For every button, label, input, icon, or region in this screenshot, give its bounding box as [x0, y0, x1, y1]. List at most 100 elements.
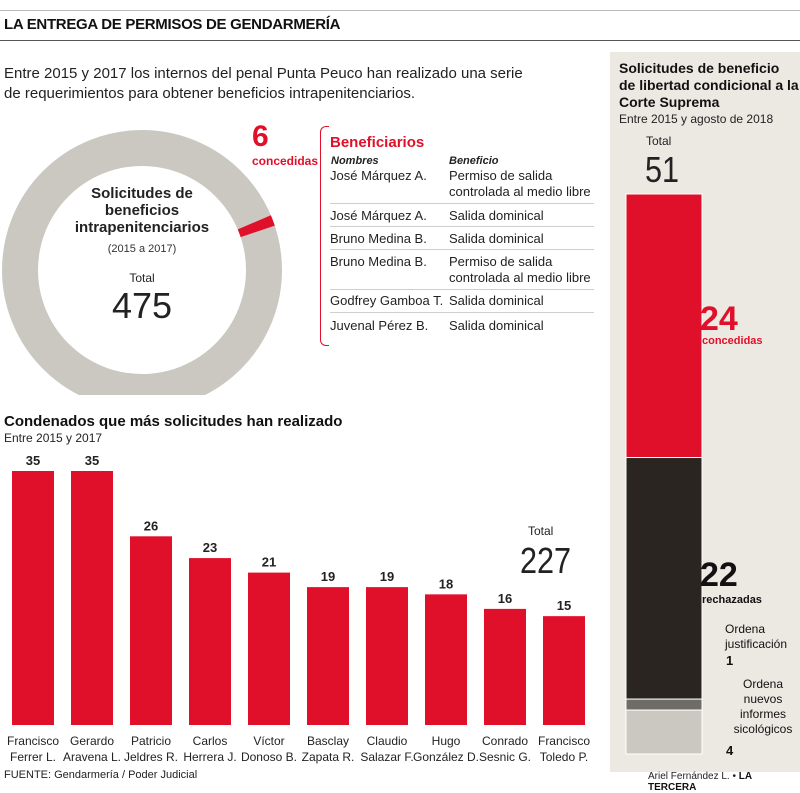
- bar: [130, 536, 172, 725]
- beneficiary-name: Juvenal Pérez B.: [330, 318, 429, 333]
- beneficiary-separator: [330, 289, 594, 290]
- bar-category-label: Aravena L.: [63, 750, 121, 764]
- beneficiaries-bracket: [320, 126, 329, 346]
- bar: [425, 594, 467, 725]
- donut-label-line2: beneficios: [105, 202, 179, 219]
- beneficiary-separator: [330, 249, 594, 250]
- bar: [189, 558, 231, 725]
- bar: [307, 587, 349, 725]
- beneficiary-benefit: Permiso de salida controlada al medio li…: [449, 168, 591, 199]
- beneficiaries-col-benefit: Beneficio: [449, 155, 499, 167]
- bar-category-label: Salazar F.: [360, 750, 413, 764]
- bar-total-label: Total: [528, 524, 554, 538]
- bar-category-label: Víctor: [253, 734, 284, 748]
- bar-value-label: 15: [557, 598, 571, 613]
- bar-value-label: 16: [498, 591, 512, 606]
- bar-chart-subtitle: Entre 2015 y 2017: [4, 431, 103, 445]
- stack-segment: [625, 709, 703, 755]
- bar-value-label: 19: [380, 569, 394, 584]
- donut-granted-label: concedidas: [252, 154, 319, 168]
- bar-category-label: González D.: [413, 750, 479, 764]
- beneficiary-separator: [330, 226, 594, 227]
- donut-label-line3: intrapenitenciarios: [75, 219, 209, 236]
- bar-category-label: Ferrer L.: [10, 750, 56, 764]
- bar-total-value: 227: [520, 540, 580, 582]
- bar-value-label: 21: [262, 555, 276, 570]
- bar-category-label: Francisco: [7, 734, 59, 748]
- bar: [484, 608, 526, 725]
- stack-psych-label: Ordena nuevos informes sicológicos: [733, 677, 793, 736]
- bar-category-label: Basclay: [307, 734, 349, 748]
- credit-author: Ariel Fernández L. •: [648, 771, 736, 782]
- stack-justification-number: 1: [726, 653, 734, 668]
- bar: [543, 616, 585, 725]
- bar-value-label: 23: [203, 540, 217, 555]
- beneficiaries-title: Beneficiarios: [330, 134, 425, 151]
- beneficiary-name: José Márquez A.: [330, 168, 427, 183]
- donut-slice-granted: [237, 215, 275, 238]
- bar-category-label: Hugo: [432, 734, 461, 748]
- bar-category-label: Sesnic G.: [479, 750, 531, 764]
- donut-chart: Solicitudes de beneficios intrapenitenci…: [2, 130, 282, 395]
- beneficiary-name: Bruno Medina B.: [330, 231, 427, 246]
- stack-rejected-label: rechazadas: [702, 594, 762, 606]
- beneficiary-name: José Márquez A.: [330, 208, 427, 223]
- stack-segment: [625, 698, 703, 711]
- bar: [248, 572, 290, 725]
- side-subtitle: Entre 2015 y agosto de 2018: [619, 112, 774, 126]
- stack-segment: [625, 457, 703, 700]
- title-rule: [0, 40, 800, 41]
- beneficiary-name: Godfrey Gamboa T.: [330, 293, 444, 308]
- bar-category-label: Donoso B.: [241, 750, 297, 764]
- bar-category-label: Zapata R.: [302, 750, 355, 764]
- side-title: Solicitudes de beneficio de libertad con…: [619, 60, 799, 110]
- beneficiary-benefit: Salida dominical: [449, 208, 544, 223]
- bar-chart-title: Condenados que más solicitudes han reali…: [4, 413, 343, 430]
- bar-category-label: Francisco: [538, 734, 590, 748]
- bar-value-label: 35: [26, 453, 40, 468]
- bar-value-label: 26: [144, 518, 158, 533]
- beneficiary-separator: [330, 312, 594, 313]
- stack-psych-number: 4: [726, 743, 734, 758]
- bar: [12, 471, 54, 725]
- beneficiaries-col-names: Nombres: [331, 155, 379, 167]
- bar-value-label: 19: [321, 569, 335, 584]
- bar-category-label: Carlos: [193, 734, 228, 748]
- bar-value-label: 35: [85, 453, 99, 468]
- stacked-bar: [625, 193, 703, 755]
- beneficiary-name: Bruno Medina B.: [330, 254, 427, 269]
- bar-total-value-text: 227: [520, 540, 572, 581]
- infographic-title: LA ENTREGA DE PERMISOS DE GENDARMERÍA: [4, 16, 341, 33]
- stack-granted-label: concedidas: [702, 335, 763, 347]
- side-total-label: Total: [646, 134, 672, 148]
- beneficiary-benefit: Salida dominical: [449, 293, 544, 308]
- bar-category-label: Gerardo: [70, 734, 114, 748]
- donut-granted-number: 6: [252, 120, 269, 153]
- beneficiary-benefit: Salida dominical: [449, 231, 544, 246]
- bar: [71, 471, 113, 725]
- bar-category-label: Patricio: [131, 734, 171, 748]
- donut-total-label: Total: [129, 271, 154, 285]
- beneficiary-benefit: Permiso de salida controlada al medio li…: [449, 254, 591, 285]
- donut-label-line1: Solicitudes de: [91, 185, 193, 202]
- bar-category-label: Conrado: [482, 734, 528, 748]
- donut-total-value: 475: [112, 285, 172, 326]
- side-total-value: 51: [645, 149, 685, 191]
- beneficiary-benefit: Salida dominical: [449, 318, 544, 333]
- source-note: FUENTE: Gendarmería / Poder Judicial: [4, 769, 198, 781]
- bar-category-label: Jeldres R.: [124, 750, 178, 764]
- donut-ring-total: [2, 130, 282, 395]
- bar: [366, 587, 408, 725]
- credit-line: Ariel Fernández L. • LA TERCERA: [648, 771, 800, 793]
- stack-granted-number: 24: [700, 300, 738, 338]
- bar-chart: 35 Francisco Ferrer L. 35 Gerardo Aravena L. 2…: [7, 453, 590, 764]
- donut-period: (2015 a 2017): [108, 243, 177, 255]
- top-rule: [0, 10, 800, 11]
- bar-category-label: Claudio: [367, 734, 408, 748]
- stack-justification-label: Ordena justificación: [725, 622, 788, 651]
- side-total-value-text: 51: [645, 149, 680, 190]
- stack-rejected-number: 22: [700, 556, 738, 594]
- bar-category-label: Herrera J.: [183, 750, 236, 764]
- stack-segment: [625, 193, 703, 459]
- beneficiary-separator: [330, 203, 594, 204]
